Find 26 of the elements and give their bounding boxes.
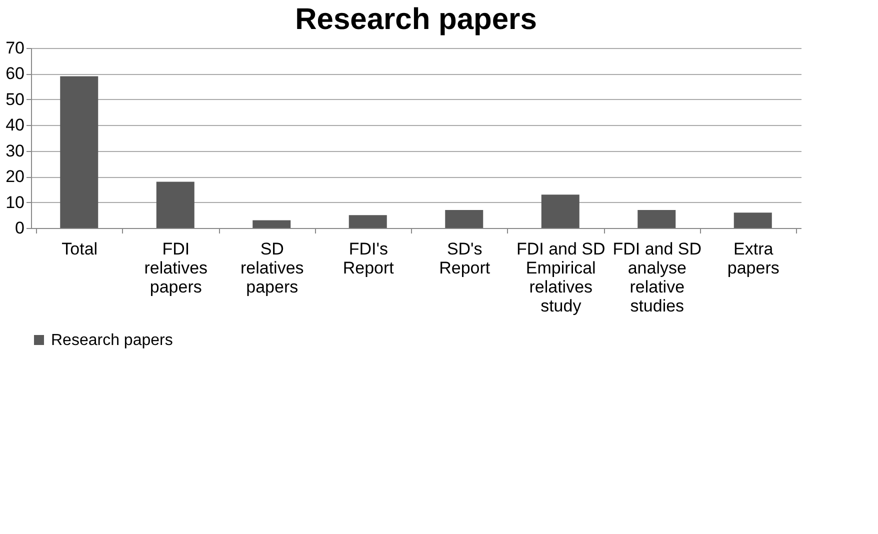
bar	[638, 210, 676, 228]
x-tick-label: SD relatives papers	[240, 240, 304, 296]
bar	[734, 212, 772, 228]
y-tick-label: 30	[6, 141, 24, 160]
chart-title: Research papers	[295, 3, 537, 36]
y-tick-label: 10	[6, 192, 24, 212]
y-tick-label: 60	[6, 64, 24, 84]
x-tick-label: FDI's Report	[342, 240, 394, 278]
y-tick-label: 0	[15, 218, 24, 238]
x-tick-label: FDI and SD analyse relative studies	[612, 240, 702, 316]
legend-label: Research papers	[51, 332, 173, 349]
bar	[541, 194, 580, 228]
x-tick-label: Extra papers	[727, 240, 780, 278]
y-tick-label: 70	[6, 38, 24, 58]
x-tick-label: FDI relatives papers	[144, 240, 208, 296]
y-tick-label: 20	[6, 167, 24, 186]
bar	[252, 220, 291, 228]
x-tick-label: FDI and SD Empirical relatives study	[516, 240, 606, 316]
bar	[156, 182, 194, 228]
bar	[348, 215, 387, 228]
x-tick-label: SD's Report	[439, 240, 490, 278]
bar	[445, 210, 484, 228]
bar	[60, 76, 98, 228]
x-tick-label: Total	[62, 240, 98, 258]
y-tick-label: 40	[6, 116, 24, 135]
y-tick-label: 50	[6, 90, 24, 109]
